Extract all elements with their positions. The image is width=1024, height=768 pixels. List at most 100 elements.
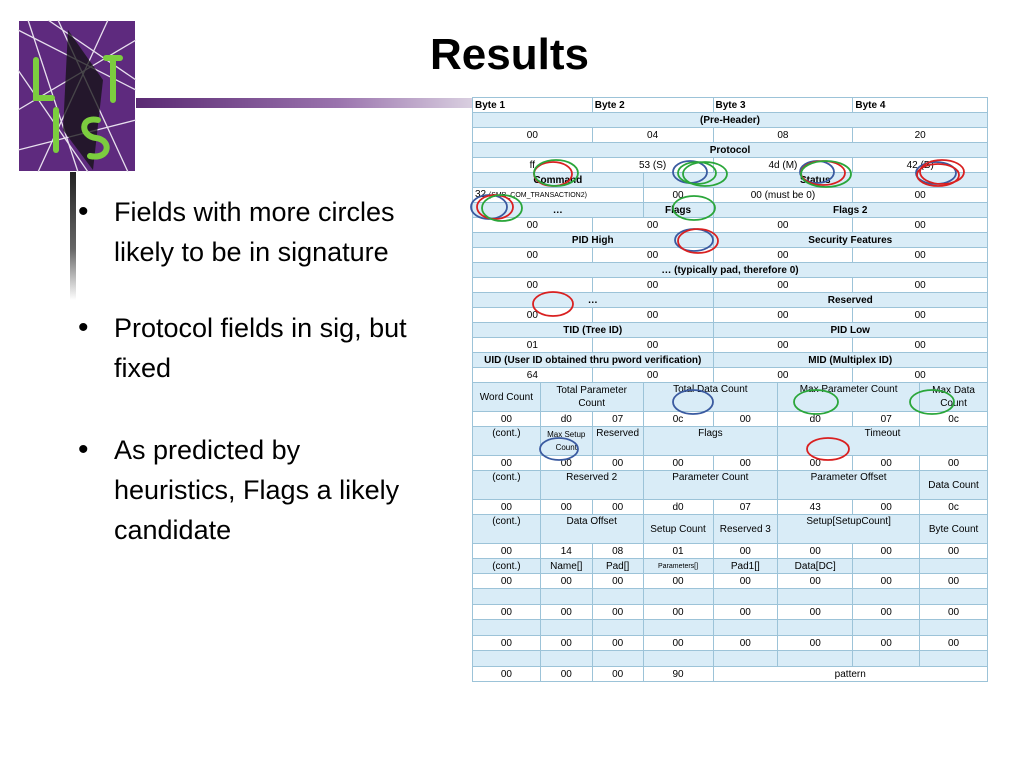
- bullet-dot-icon: •: [78, 433, 89, 466]
- table-row: 00 d0 07 0c 00 d0 07 0c: [472, 411, 988, 427]
- cell: 00: [712, 635, 779, 651]
- cell: [919, 588, 988, 605]
- cell: 00: [777, 573, 854, 589]
- cell: 00: [591, 217, 714, 233]
- cell: 00: [591, 455, 644, 471]
- cell: 00: [919, 455, 988, 471]
- max-setup-count-label: Max Setup Count: [539, 426, 593, 456]
- reserved-3-label: Reserved 3: [712, 514, 779, 544]
- table-row: 00 00 00 00 00 00 00 00: [472, 604, 988, 620]
- reserved-2-label: Reserved 2: [539, 470, 644, 500]
- cell: [642, 650, 714, 667]
- cell: 07: [591, 411, 644, 427]
- cell: 00: [852, 543, 921, 559]
- byte4-header: Byte 4: [852, 97, 988, 113]
- cell: 00: [852, 307, 988, 323]
- cell: 00: [472, 604, 541, 620]
- command-note: (SMB_COM_TRANSACTION2): [488, 192, 587, 199]
- cell: 0c: [919, 499, 988, 515]
- byte3-header: Byte 3: [712, 97, 854, 113]
- cell: [852, 619, 921, 636]
- total-data-count-label: Total Data Count: [642, 382, 779, 412]
- cell: 08: [712, 127, 854, 143]
- table-row: (cont.) Reserved 2 Parameter Count Param…: [472, 470, 988, 500]
- cell: [777, 650, 854, 667]
- table-row: … (typically pad, therefore 0): [472, 262, 988, 278]
- table-row: UID (User ID obtained thru pword verific…: [472, 352, 988, 368]
- parameter-offset-label: Parameter Offset: [777, 470, 921, 500]
- cell: 00: [591, 367, 714, 383]
- bullet-list: • Fields with more circles likely to be i…: [78, 192, 428, 586]
- table-row: 00 00 00 90 pattern: [472, 666, 988, 682]
- flags2-label: Flags 2: [712, 202, 988, 218]
- cell: [712, 588, 779, 605]
- cell: 00: [539, 604, 593, 620]
- cell: d0: [777, 411, 854, 427]
- table-row: (cont.) Max Setup Count Reserved Flags T…: [472, 426, 988, 456]
- smb-packet-table: Byte 1 Byte 2 Byte 3 Byte 4 (Pre-Header)…: [472, 97, 989, 682]
- cell: 00: [642, 635, 714, 651]
- cell: 00: [539, 455, 593, 471]
- reserved-label: Reserved: [591, 426, 644, 456]
- cell: 43: [777, 499, 854, 515]
- data-count-label: Data Count: [919, 470, 988, 500]
- table-row: 00 00 00 00: [472, 217, 988, 233]
- cell: 00: [591, 499, 644, 515]
- cell: [852, 558, 921, 574]
- table-row: PID High Security Features: [472, 232, 988, 248]
- preheader-label: (Pre-Header): [472, 112, 988, 128]
- cell: 00: [712, 543, 779, 559]
- cell: 00: [539, 666, 593, 682]
- cell: 00: [591, 277, 714, 293]
- cell: 00: [642, 187, 714, 203]
- accent-vertical-bar: [70, 172, 76, 300]
- cell: [852, 650, 921, 667]
- word-count-label: Word Count: [472, 382, 541, 412]
- cell: 00: [712, 573, 779, 589]
- cell: [539, 619, 593, 636]
- cell: 00: [591, 604, 644, 620]
- cell: 00: [919, 635, 988, 651]
- table-row: 64 00 00 00: [472, 367, 988, 383]
- cell: 07: [852, 411, 921, 427]
- pad1-label: Pad1[]: [712, 558, 779, 574]
- table-row: [472, 588, 988, 605]
- cell: 4d (M): [712, 157, 854, 173]
- table-row: (cont.) Name[] Pad[] Parameters[] Pad1[]…: [472, 558, 988, 574]
- uid-label: UID (User ID obtained thru pword verific…: [472, 352, 714, 368]
- table-row: 00 00 00 00: [472, 307, 988, 323]
- pid-high-label: PID High: [472, 232, 714, 248]
- cell: 00: [852, 573, 921, 589]
- table-row: 00 00 00 00 00 00 00 00: [472, 635, 988, 651]
- parameter-count-label: Parameter Count: [642, 470, 779, 500]
- cell: 00: [919, 543, 988, 559]
- status-label: Status: [642, 172, 989, 188]
- cell: 00: [472, 127, 593, 143]
- cell: 00: [642, 573, 714, 589]
- cell: 00: [591, 337, 714, 353]
- table-row: 01 00 00 00: [472, 337, 988, 353]
- cell: 00: [712, 337, 854, 353]
- bullet-item: • As predicted by heuristics, Flags a lik…: [78, 430, 428, 550]
- mid-label: MID (Multiplex ID): [712, 352, 988, 368]
- bullet-dot-icon: •: [78, 195, 89, 228]
- cell: 00: [591, 573, 644, 589]
- cell: [472, 619, 541, 636]
- table-row: … Flags Flags 2: [472, 202, 988, 218]
- table-row: Command Status: [472, 172, 989, 188]
- cell: 00: [539, 573, 593, 589]
- cell: 00: [712, 455, 779, 471]
- cell: [591, 650, 644, 667]
- cell: [712, 650, 779, 667]
- table-row: 32 (SMB_COM_TRANSACTION2) 00 00 (must be…: [472, 187, 988, 203]
- cell: d0: [539, 411, 593, 427]
- cell: 32 (SMB_COM_TRANSACTION2): [472, 187, 644, 203]
- byte1-header: Byte 1: [472, 97, 593, 113]
- tid-label: TID (Tree ID): [472, 322, 714, 338]
- total-parameter-count-label: Total Parameter Count: [539, 382, 644, 412]
- cell: 00: [712, 247, 854, 263]
- table-row: 00 00 00 00: [472, 247, 988, 263]
- cell: 42 (B): [852, 157, 988, 173]
- cell: [852, 588, 921, 605]
- table-row: … Reserved: [472, 292, 988, 308]
